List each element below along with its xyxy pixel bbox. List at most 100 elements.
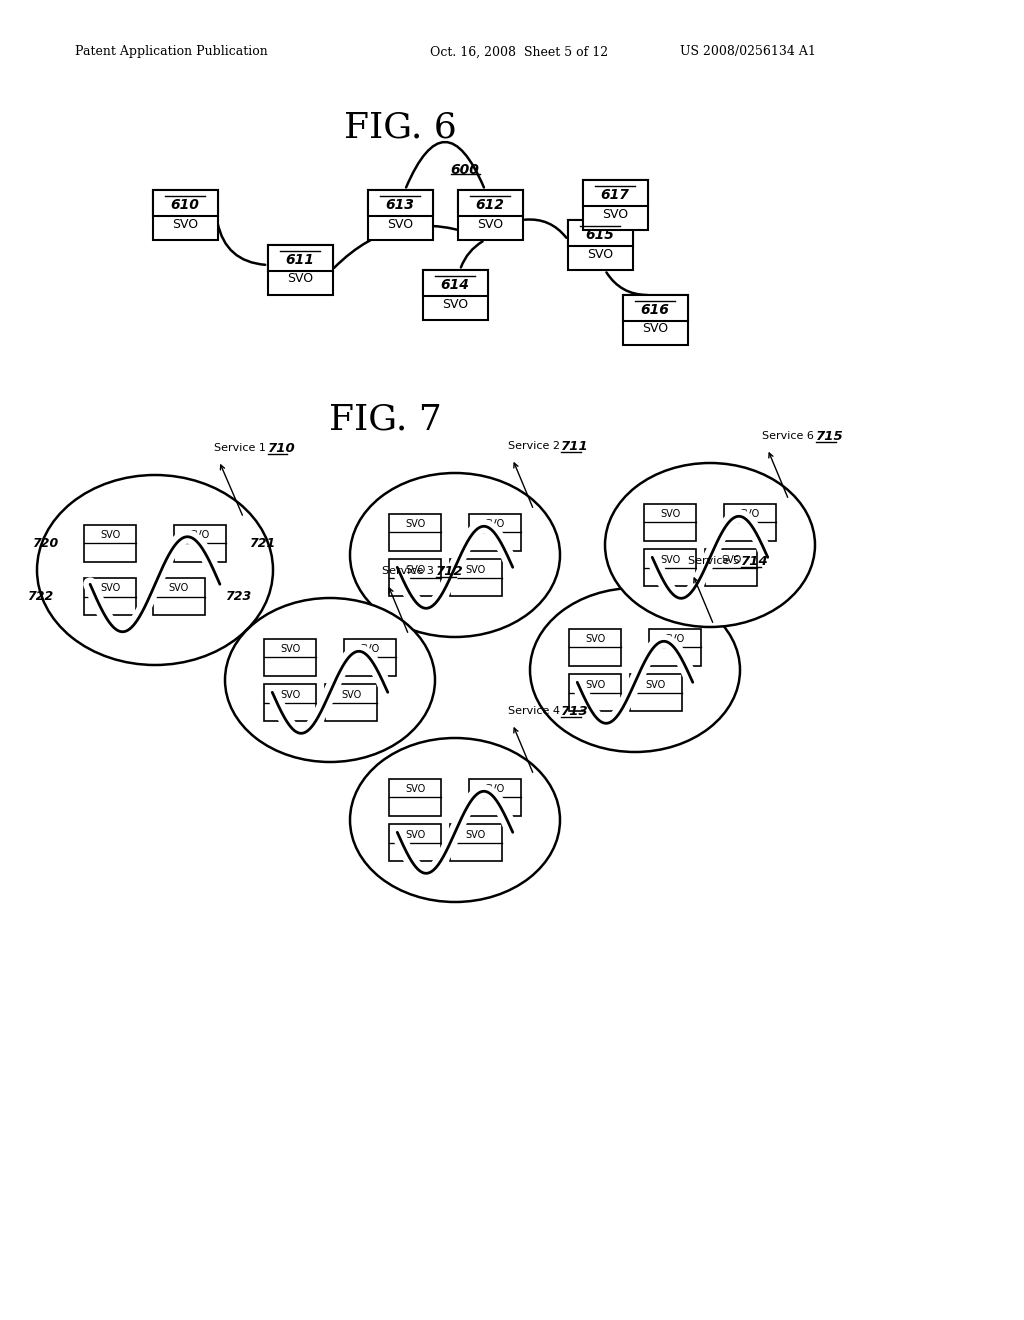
FancyArrowPatch shape: [514, 463, 532, 507]
Text: SVO: SVO: [404, 519, 425, 529]
FancyArrowPatch shape: [334, 226, 484, 268]
Text: 610: 610: [171, 198, 200, 213]
Bar: [450, 825, 502, 862]
Text: 616: 616: [641, 304, 670, 317]
Text: Service 5: Service 5: [687, 556, 739, 566]
FancyArrowPatch shape: [769, 453, 787, 498]
Text: 615: 615: [586, 228, 614, 242]
Text: Service 3: Service 3: [383, 566, 434, 576]
Text: 617: 617: [600, 187, 630, 202]
Bar: [649, 628, 700, 665]
Text: 720: 720: [32, 537, 58, 550]
Text: US 2008/0256134 A1: US 2008/0256134 A1: [680, 45, 816, 58]
Bar: [458, 190, 522, 216]
FancyArrowPatch shape: [220, 465, 243, 515]
Text: Service 4: Service 4: [508, 706, 559, 715]
Text: Service 2: Service 2: [508, 441, 559, 451]
FancyArrowPatch shape: [407, 143, 484, 187]
Text: 723: 723: [225, 590, 252, 603]
Text: FIG. 7: FIG. 7: [329, 403, 441, 437]
Text: SVO: SVO: [387, 218, 413, 231]
Ellipse shape: [225, 598, 435, 762]
Bar: [423, 271, 487, 296]
Text: Patent Application Publication: Patent Application Publication: [75, 45, 267, 58]
Text: Service 6: Service 6: [763, 432, 814, 441]
Bar: [368, 190, 432, 240]
Bar: [153, 190, 217, 216]
Bar: [264, 639, 316, 676]
Bar: [623, 294, 687, 321]
Bar: [458, 190, 522, 240]
Bar: [450, 560, 502, 597]
Text: SVO: SVO: [585, 634, 605, 644]
Bar: [389, 513, 441, 550]
Text: SVO: SVO: [280, 690, 300, 700]
Bar: [267, 246, 333, 271]
Text: 713: 713: [561, 705, 589, 718]
Bar: [267, 246, 333, 294]
Text: 612: 612: [475, 198, 505, 213]
Bar: [325, 685, 377, 722]
Bar: [724, 503, 776, 541]
Text: SVO: SVO: [189, 531, 210, 540]
Text: SVO: SVO: [642, 322, 668, 335]
Text: SVO: SVO: [404, 830, 425, 840]
Text: SVO: SVO: [484, 784, 505, 793]
Bar: [423, 271, 487, 319]
Text: SVO: SVO: [585, 680, 605, 690]
Ellipse shape: [350, 473, 560, 638]
Text: SVO: SVO: [646, 680, 667, 690]
Ellipse shape: [350, 738, 560, 902]
Bar: [469, 779, 521, 816]
Bar: [368, 190, 432, 216]
Text: SVO: SVO: [169, 583, 188, 594]
FancyArrowPatch shape: [606, 272, 647, 296]
Text: SVO: SVO: [466, 565, 486, 574]
Text: SVO: SVO: [602, 207, 628, 220]
FancyArrowPatch shape: [217, 223, 265, 265]
Ellipse shape: [37, 475, 273, 665]
Text: 712: 712: [436, 565, 464, 578]
Text: 614: 614: [440, 279, 469, 292]
Text: SVO: SVO: [660, 554, 680, 565]
Bar: [174, 525, 226, 562]
Bar: [623, 294, 687, 345]
Text: 611: 611: [286, 253, 314, 267]
Text: SVO: SVO: [404, 784, 425, 793]
Text: SVO: SVO: [660, 510, 680, 519]
Text: SVO: SVO: [100, 583, 120, 594]
FancyArrowPatch shape: [514, 729, 532, 772]
Text: SVO: SVO: [665, 634, 685, 644]
Text: SVO: SVO: [739, 510, 760, 519]
FancyArrowPatch shape: [694, 578, 713, 622]
FancyArrowPatch shape: [524, 219, 566, 238]
FancyArrowPatch shape: [389, 587, 408, 632]
Text: 613: 613: [386, 198, 415, 213]
Text: 714: 714: [741, 554, 769, 568]
Bar: [705, 549, 757, 586]
Text: SVO: SVO: [466, 830, 486, 840]
Text: 710: 710: [267, 442, 295, 455]
Bar: [583, 180, 647, 230]
Text: 715: 715: [816, 430, 844, 444]
Text: FIG. 6: FIG. 6: [344, 111, 457, 145]
Text: 711: 711: [561, 440, 589, 453]
FancyArrowPatch shape: [585, 213, 625, 224]
Bar: [389, 560, 441, 597]
Bar: [389, 779, 441, 816]
Bar: [344, 639, 396, 676]
Bar: [644, 503, 696, 541]
Bar: [567, 220, 633, 271]
Bar: [569, 628, 622, 665]
Bar: [583, 180, 647, 206]
Text: SVO: SVO: [359, 644, 380, 653]
Text: SVO: SVO: [172, 218, 198, 231]
Text: Service 1: Service 1: [214, 444, 266, 453]
FancyArrowPatch shape: [461, 242, 482, 268]
Bar: [567, 220, 633, 246]
Text: 600: 600: [451, 162, 479, 177]
Text: SVO: SVO: [100, 531, 120, 540]
Text: SVO: SVO: [287, 272, 313, 285]
Text: SVO: SVO: [484, 519, 505, 529]
Ellipse shape: [605, 463, 815, 627]
